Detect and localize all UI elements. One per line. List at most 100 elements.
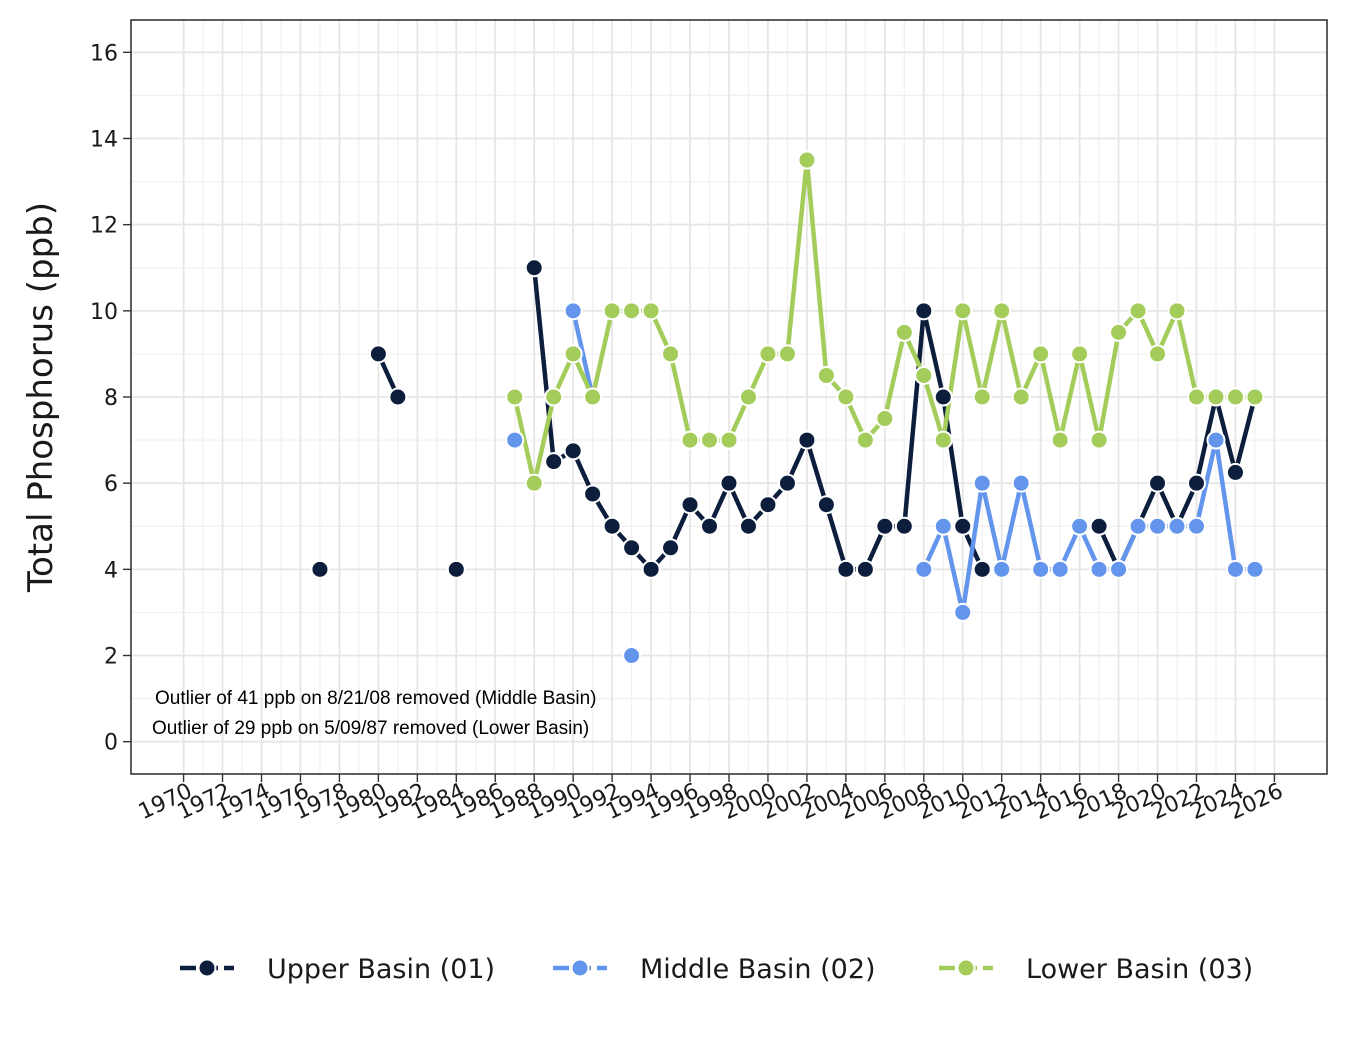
series-point-1 (953, 516, 973, 536)
series-point-3 (855, 430, 875, 450)
series-point-3 (836, 387, 856, 407)
series-point-2 (933, 516, 953, 536)
series-point-2 (1225, 559, 1245, 579)
y-tick-label: 6 (104, 472, 118, 497)
series-point-2 (1089, 559, 1109, 579)
series-point-3 (544, 387, 564, 407)
series-point-1 (1186, 473, 1206, 493)
series-point-1 (933, 387, 953, 407)
series-point-3 (583, 387, 603, 407)
series-point-1 (875, 516, 895, 536)
series-point-1 (836, 559, 856, 579)
y-tick-label: 10 (90, 300, 118, 325)
series-point-2 (914, 559, 934, 579)
legend-label-1: Upper Basin (01) (267, 954, 495, 985)
series-point-1 (816, 495, 836, 515)
series-point-3 (1148, 344, 1168, 364)
series-point-3 (933, 430, 953, 450)
series-point-1 (368, 344, 388, 364)
series-point-3 (1128, 301, 1148, 321)
series-point-1 (1089, 516, 1109, 536)
series-point-3 (563, 344, 583, 364)
series-point-3 (953, 301, 973, 321)
series-point-1 (544, 452, 564, 472)
series-point-3 (524, 473, 544, 493)
series-point-3 (1089, 430, 1109, 450)
series-point-1 (855, 559, 875, 579)
series-point-3 (777, 344, 797, 364)
series-point-2 (1128, 516, 1148, 536)
series-point-3 (816, 365, 836, 385)
series-point-2 (1245, 559, 1265, 579)
series-point-3 (719, 430, 739, 450)
series-point-3 (1167, 301, 1187, 321)
y-tick-label: 8 (104, 386, 118, 411)
series-point-1 (680, 495, 700, 515)
series-point-1 (446, 559, 466, 579)
series-point-3 (738, 387, 758, 407)
series-point-1 (524, 258, 544, 278)
series-point-1 (1148, 473, 1168, 493)
series-point-1 (641, 559, 661, 579)
series-point-1 (719, 473, 739, 493)
series-point-3 (622, 301, 642, 321)
y-tick-label: 4 (104, 558, 118, 583)
y-tick-label: 14 (90, 127, 118, 152)
series-point-1 (894, 516, 914, 536)
y-tick-label: 12 (90, 214, 118, 239)
series-point-3 (972, 387, 992, 407)
series-point-1 (700, 516, 720, 536)
annotation-lower-outlier: Outlier of 29 ppb on 5/09/87 removed (Lo… (152, 718, 589, 739)
series-point-3 (1109, 322, 1129, 342)
series-point-2 (1011, 473, 1031, 493)
series-point-1 (583, 484, 603, 504)
annotation-middle-outlier: Outlier of 41 ppb on 8/21/08 removed (Mi… (155, 688, 596, 709)
series-point-2 (1031, 559, 1051, 579)
series-point-3 (1050, 430, 1070, 450)
series-point-1 (914, 301, 934, 321)
series-point-1 (310, 559, 330, 579)
series-point-1 (602, 516, 622, 536)
series-point-3 (641, 301, 661, 321)
legend-label-2: Middle Basin (02) (640, 954, 876, 985)
series-point-2 (1109, 559, 1129, 579)
series-point-2 (622, 646, 642, 666)
series-point-2 (563, 301, 583, 321)
series-point-1 (388, 387, 408, 407)
series-point-2 (1206, 430, 1226, 450)
series-point-2 (992, 559, 1012, 579)
legend: Upper Basin (01) Middle Basin (02) Lower B… (180, 954, 1253, 985)
series-point-3 (797, 150, 817, 170)
series-line-2 (921, 437, 1258, 615)
y-axis-title: Total Phosphorus (ppb) (21, 202, 61, 593)
series-point-1 (777, 473, 797, 493)
legend-key-point-3 (956, 958, 976, 978)
legend-key-point-1 (197, 958, 217, 978)
series-point-2 (1148, 516, 1168, 536)
annotations: Outlier of 41 ppb on 8/21/08 removed (Mi… (152, 688, 596, 739)
series-point-1 (1225, 462, 1245, 482)
y-tick-label: 2 (104, 645, 118, 670)
series-line-2 (570, 308, 595, 400)
series-point-3 (1011, 387, 1031, 407)
series-point-1 (738, 516, 758, 536)
series-point-3 (505, 387, 525, 407)
series-point-2 (1186, 516, 1206, 536)
series-point-1 (563, 441, 583, 461)
series-point-2 (1050, 559, 1070, 579)
series-point-3 (602, 301, 622, 321)
series-point-3 (1206, 387, 1226, 407)
series-point-3 (661, 344, 681, 364)
legend-key-point-2 (570, 958, 590, 978)
series-point-1 (758, 495, 778, 515)
y-tick-label: 0 (104, 731, 118, 756)
series (310, 150, 1265, 666)
series-point-2 (1070, 516, 1090, 536)
series-point-1 (797, 430, 817, 450)
series-point-2 (953, 602, 973, 622)
series-point-2 (1167, 516, 1187, 536)
series-point-3 (1070, 344, 1090, 364)
series-point-3 (875, 409, 895, 429)
